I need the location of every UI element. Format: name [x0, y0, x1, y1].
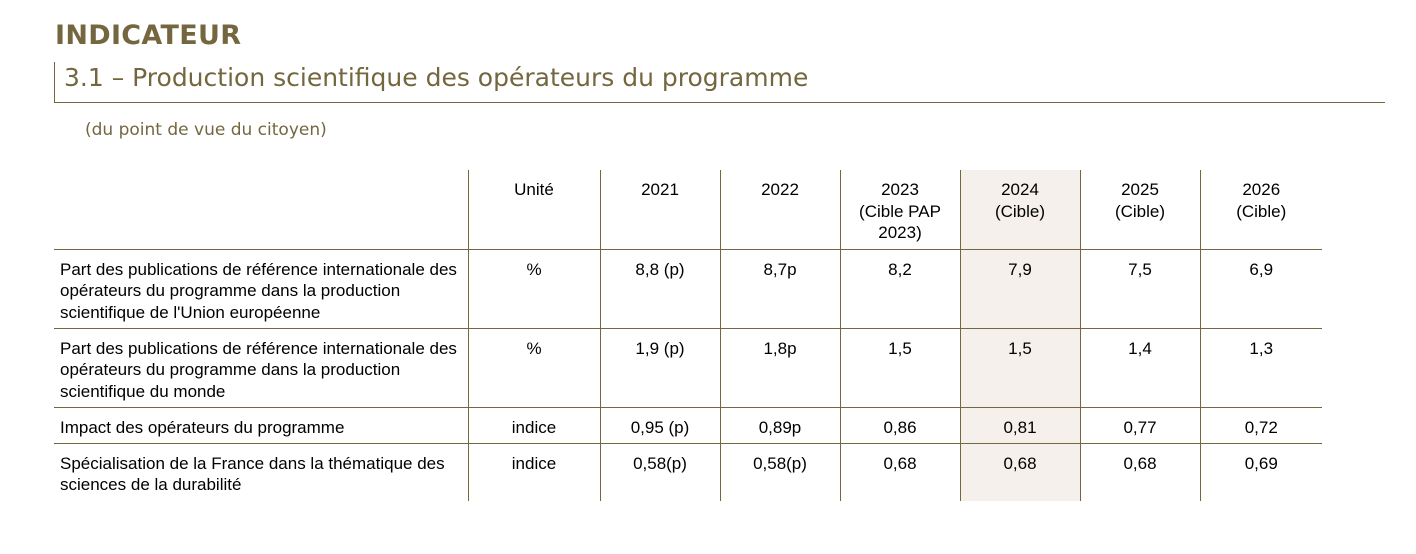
header-cell-unit: Unité [467, 170, 600, 250]
section-kicker: INDICATEUR [55, 20, 242, 51]
cell-2025: 1,4 [1079, 328, 1200, 408]
cell-unit: % [467, 328, 600, 408]
cell-2021: 8,8 (p) [599, 249, 720, 329]
table-header-row: Unité 2021 2022 2023 (Cible PAP 2023) 20… [54, 170, 1322, 250]
cell-2023: 8,2 [839, 249, 960, 329]
cell-2025: 7,5 [1079, 249, 1200, 329]
header-cell-empty [54, 170, 468, 250]
table-row: Spécialisation de la France dans la thém… [54, 443, 1322, 501]
header-cell-2025: 2025 (Cible) [1079, 170, 1200, 250]
cell-2026: 0,69 [1199, 443, 1322, 501]
indicator-table: Unité 2021 2022 2023 (Cible PAP 2023) 20… [54, 170, 1322, 501]
cell-2022: 8,7p [719, 249, 840, 329]
table-row: Impact des opérateurs du programme indic… [54, 407, 1322, 444]
cell-unit: indice [467, 443, 600, 501]
cell-2024: 1,5 [959, 328, 1080, 408]
row-label: Impact des opérateurs du programme [54, 407, 468, 444]
cell-2023: 0,68 [839, 443, 960, 501]
header-cell-2023: 2023 (Cible PAP 2023) [839, 170, 960, 250]
header-cell-2026: 2026 (Cible) [1199, 170, 1322, 250]
cell-unit: % [467, 249, 600, 329]
table-row: Part des publications de référence inter… [54, 249, 1322, 329]
cell-2021: 1,9 (p) [599, 328, 720, 408]
cell-2021: 0,95 (p) [599, 407, 720, 444]
cell-2023: 0,86 [839, 407, 960, 444]
cell-2023: 1,5 [839, 328, 960, 408]
row-label: Part des publications de référence inter… [54, 249, 468, 329]
cell-2026: 1,3 [1199, 328, 1322, 408]
cell-2026: 0,72 [1199, 407, 1322, 444]
cell-2026: 6,9 [1199, 249, 1322, 329]
cell-2022: 0,58(p) [719, 443, 840, 501]
page-title: 3.1 – Production scientifique des opérat… [64, 63, 809, 92]
header-cell-2021: 2021 [599, 170, 720, 250]
cell-2024: 0,68 [959, 443, 1080, 501]
title-box: 3.1 – Production scientifique des opérat… [54, 62, 1385, 103]
row-label: Part des publications de référence inter… [54, 328, 468, 408]
cell-2022: 0,89p [719, 407, 840, 444]
header-cell-2024: 2024 (Cible) [959, 170, 1080, 250]
cell-2025: 0,68 [1079, 443, 1200, 501]
cell-2024: 7,9 [959, 249, 1080, 329]
cell-2021: 0,58(p) [599, 443, 720, 501]
cell-unit: indice [467, 407, 600, 444]
cell-2025: 0,77 [1079, 407, 1200, 444]
cell-2022: 1,8p [719, 328, 840, 408]
page-subtitle: (du point de vue du citoyen) [85, 120, 327, 140]
row-label: Spécialisation de la France dans la thém… [60, 453, 445, 495]
header-cell-2022: 2022 [719, 170, 840, 250]
cell-2024: 0,81 [959, 407, 1080, 444]
table-row: Part des publications de référence inter… [54, 328, 1322, 408]
